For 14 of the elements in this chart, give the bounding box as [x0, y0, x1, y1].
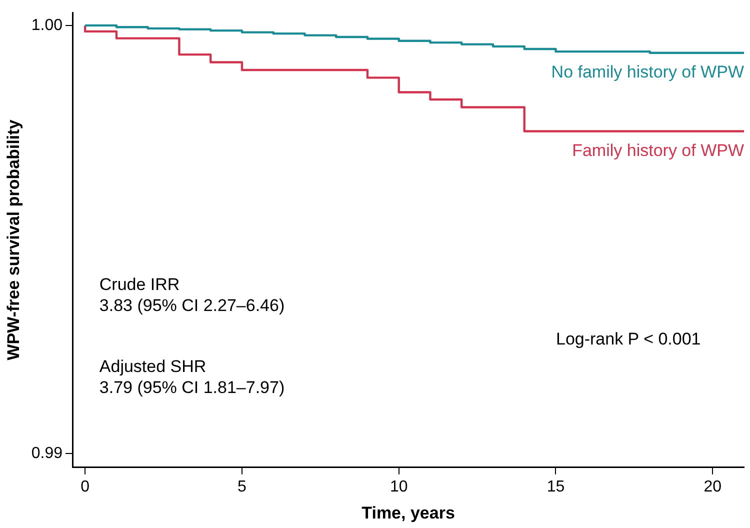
annotation: Adjusted SHR 3.79 (95% CI 1.81–7.97)	[99, 356, 285, 397]
y-tick-label: 0.99	[31, 445, 63, 462]
x-tick-label: 15	[546, 478, 565, 496]
series-label: No family history of WPW	[551, 62, 744, 82]
y-tick-label: 1.00	[31, 16, 63, 34]
x-tick-label: 0	[80, 478, 90, 496]
annotation: Log-rank P < 0.001	[556, 330, 701, 349]
x-tick-label: 20	[704, 478, 722, 496]
y-axis-title: WPW-free survival probability	[4, 119, 23, 360]
x-axis-title: Time, years	[362, 503, 455, 522]
x-tick-label: 5	[238, 478, 247, 496]
x-tick-label: 10	[390, 478, 408, 496]
series-label: Family history of WPW	[572, 140, 744, 160]
annotation: Crude IRR 3.83 (95% CI 2.27–6.46)	[99, 275, 285, 316]
